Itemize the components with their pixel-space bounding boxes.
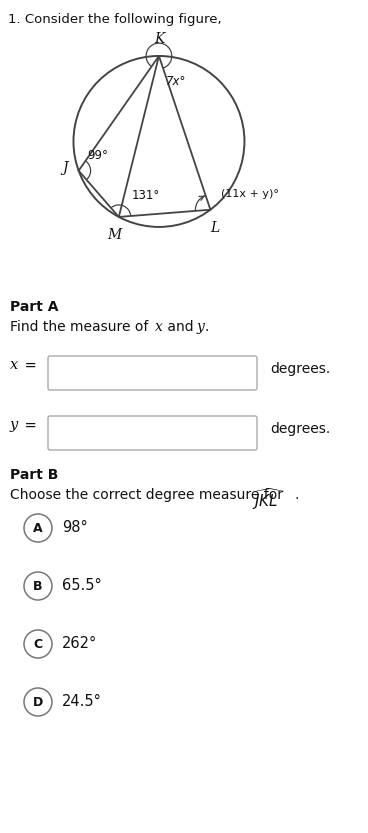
Text: 99°: 99° [87,149,108,162]
Text: .: . [204,320,208,334]
Text: =: = [20,418,37,433]
Text: degrees.: degrees. [270,422,330,436]
Text: Part B: Part B [10,468,59,482]
Text: K: K [154,32,164,46]
Text: 1. Consider the following figure,: 1. Consider the following figure, [8,13,222,26]
Text: degrees.: degrees. [270,362,330,376]
Text: J: J [63,161,68,175]
Text: and: and [163,320,198,334]
Text: $\widehat{\,JKL\,}$: $\widehat{\,JKL\,}$ [252,488,285,512]
FancyBboxPatch shape [48,416,257,450]
Text: .: . [294,488,298,502]
Text: Find the measure of: Find the measure of [10,320,153,334]
Text: y: y [197,320,205,334]
Text: Part A: Part A [10,300,59,314]
Text: x: x [10,358,18,372]
Text: 65.5°: 65.5° [62,578,102,593]
Text: (11x + y)°: (11x + y)° [221,189,279,199]
Text: D: D [33,696,43,709]
FancyBboxPatch shape [48,356,257,390]
Text: y: y [10,418,18,432]
Text: 262°: 262° [62,636,97,651]
Text: A: A [33,521,43,535]
Text: 7x°: 7x° [166,75,186,87]
Text: Choose the correct degree measure for: Choose the correct degree measure for [10,488,287,502]
Text: M: M [107,228,122,242]
Text: x: x [155,320,163,334]
Text: B: B [33,580,43,592]
Text: 24.5°: 24.5° [62,695,102,710]
Text: 131°: 131° [132,188,160,202]
Text: 98°: 98° [62,521,88,536]
Text: =: = [20,358,37,373]
Text: L: L [210,221,219,235]
Text: C: C [33,637,43,651]
